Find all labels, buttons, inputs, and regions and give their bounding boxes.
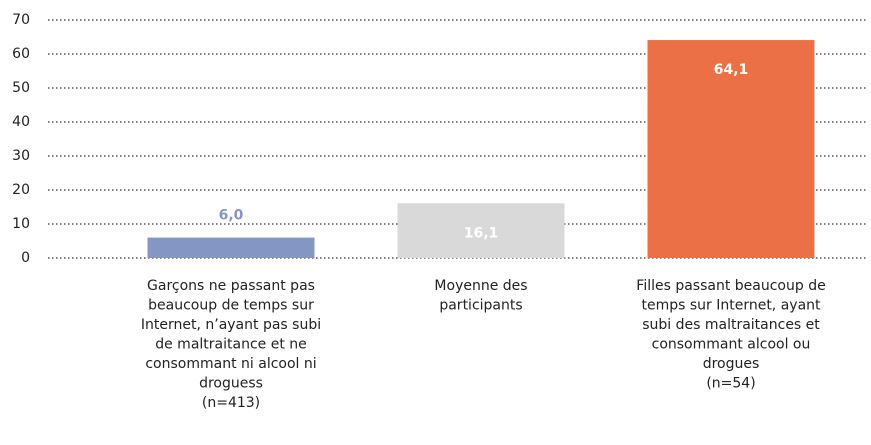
value-label: 6,0 [219, 208, 244, 224]
y-tick-label: 10 [12, 216, 30, 232]
y-tick-label: 30 [12, 148, 30, 164]
value-label: 16,1 [464, 225, 499, 241]
x-tick-label: Garçons ne passant pas beaucoup de temps … [141, 278, 321, 411]
y-tick-label: 60 [12, 46, 30, 62]
bar [147, 237, 315, 258]
bar [647, 40, 815, 259]
bar [397, 203, 565, 258]
y-tick-label: 70 [12, 12, 30, 28]
y-tick-label: 20 [12, 182, 30, 198]
y-tick-label: 40 [12, 114, 30, 130]
y-tick-label: 0 [21, 250, 30, 266]
value-label: 64,1 [714, 62, 749, 78]
x-tick-label: Filles passant beaucoup de temps sur Inte… [636, 278, 825, 392]
y-tick-label: 50 [12, 80, 30, 96]
x-tick-label: Moyenne des participants [434, 278, 527, 314]
